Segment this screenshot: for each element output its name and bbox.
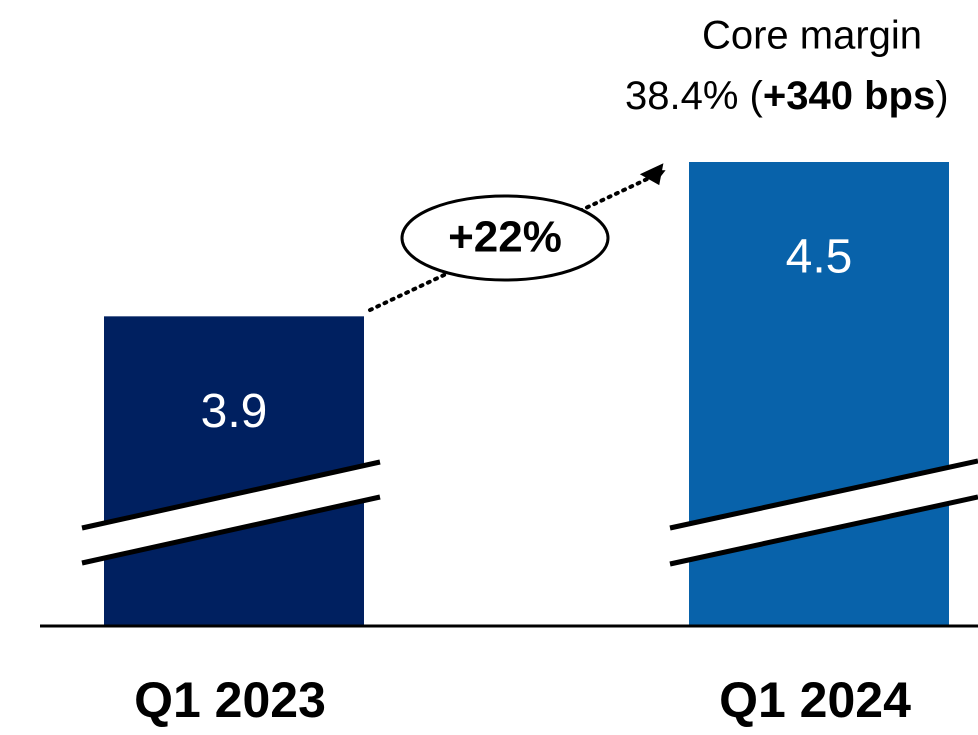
bar (104, 316, 364, 625)
margin-value: 38.4% ( (625, 74, 764, 118)
margin-change: +340 bps (763, 74, 935, 118)
growth-bubble (400, 194, 610, 282)
value-label: 4.5 (786, 231, 853, 284)
break-gap (670, 461, 978, 564)
break-gap (82, 462, 380, 563)
growth-label: +22% (448, 213, 562, 262)
x-tick-label: Q1 2024 (719, 672, 911, 728)
value-label: 3.9 (201, 385, 268, 438)
x-tick-label: Q1 2023 (134, 672, 326, 728)
axis-breaks (81, 458, 978, 567)
break-line (669, 458, 978, 531)
break-line (81, 494, 381, 566)
annotation-value: 38.4% (+340 bps) (625, 74, 949, 118)
arrow-head (639, 163, 664, 186)
annotation-label: Core margin (702, 14, 922, 58)
margin-close: ) (935, 74, 948, 118)
break-line (669, 494, 978, 567)
break-line (81, 459, 381, 531)
